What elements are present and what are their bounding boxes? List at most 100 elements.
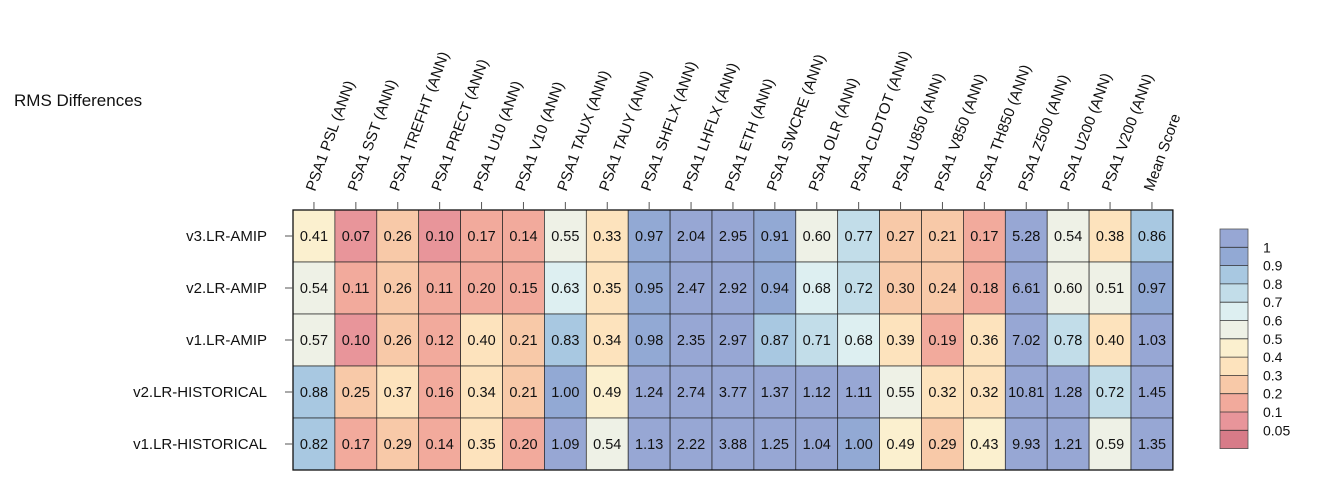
heatmap-cell [418, 261, 461, 315]
cell-value-label: 0.17 [467, 229, 495, 245]
cell-value-label: 0.39 [886, 333, 914, 349]
heatmap-cell [1046, 261, 1090, 315]
cell-value-label: 5.28 [1012, 229, 1040, 245]
heatmap-cell [1130, 365, 1174, 419]
heatmap-cell [669, 261, 713, 315]
cell-value-label: 1.13 [635, 437, 663, 453]
cell-value-label: 0.17 [342, 437, 370, 453]
heatmap-cell [544, 417, 587, 471]
heatmap-cell [460, 365, 503, 419]
heatmap-cell [376, 417, 420, 471]
heatmap-cell [753, 417, 797, 471]
cell-value-label: 0.54 [593, 437, 621, 453]
heatmap-cell [418, 417, 461, 471]
heatmap-cell [879, 417, 922, 471]
cell-value-label: 1.12 [803, 385, 831, 401]
legend-label: 0.6 [1263, 313, 1283, 329]
cell-value-label: 1.09 [551, 437, 579, 453]
row-label: v2.LR-AMIP [186, 280, 267, 297]
cell-value-label: 0.35 [467, 437, 495, 453]
cell-value-label: 0.40 [1096, 333, 1124, 349]
heatmap-cell [921, 417, 964, 471]
cell-value-label: 0.14 [509, 229, 537, 245]
heatmap-cell [627, 365, 671, 419]
cell-value-label: 2.95 [719, 229, 747, 245]
heatmap-cell [376, 365, 420, 419]
heatmap-cell [334, 209, 378, 263]
cell-value-label: 0.36 [970, 333, 998, 349]
cell-value-label: 0.72 [1096, 385, 1124, 401]
cell-value-label: 1.04 [803, 437, 831, 453]
heatmap-cell [1046, 209, 1090, 263]
cell-value-label: 0.83 [551, 333, 579, 349]
cell-value-label: 0.38 [1096, 229, 1124, 245]
cell-value-label: 0.82 [300, 437, 328, 453]
cell-value-label: 1.37 [761, 385, 789, 401]
heatmap-cell [879, 261, 922, 315]
heatmap-cell [585, 417, 629, 471]
legend-label: 0.9 [1263, 258, 1283, 274]
cell-value-label: 0.34 [593, 333, 621, 349]
cell-value-label: 0.30 [886, 281, 914, 297]
cell-value-label: 2.35 [677, 333, 705, 349]
heatmap-cell [1088, 417, 1132, 471]
heatmap-cell [1130, 417, 1174, 471]
heatmap-cell [292, 417, 336, 471]
legend-label: 0.5 [1263, 331, 1283, 347]
cell-value-label: 0.17 [970, 229, 998, 245]
heatmap-cell [627, 313, 671, 367]
cell-value-label: 1.35 [1138, 437, 1166, 453]
legend-swatch [1220, 338, 1248, 358]
heatmap-cell [837, 417, 880, 471]
legend-swatch [1220, 412, 1248, 431]
cell-value-label: 0.10 [342, 333, 370, 349]
cell-value-label: 1.45 [1138, 385, 1166, 401]
heatmap-cell [669, 417, 713, 471]
cell-value-label: 0.10 [426, 229, 454, 245]
heatmap-cell [544, 261, 587, 315]
cell-value-label: 0.43 [970, 437, 998, 453]
cell-value-label: 0.33 [593, 229, 621, 245]
heatmap-cell [544, 365, 587, 419]
cell-value-label: 0.11 [342, 281, 369, 297]
heatmap-cell [544, 313, 587, 367]
cell-value-label: 0.63 [551, 281, 579, 297]
column-label: Mean Score [1141, 112, 1185, 194]
cell-value-label: 0.40 [467, 333, 495, 349]
cell-value-label: 0.29 [928, 437, 956, 453]
cell-value-label: 0.20 [509, 437, 537, 453]
cell-value-label: 0.68 [845, 333, 873, 349]
cell-value-label: 3.88 [719, 437, 747, 453]
cell-value-label: 0.98 [635, 333, 663, 349]
heatmap-cell [334, 261, 378, 315]
cell-value-label: 0.26 [384, 229, 412, 245]
cell-value-label: 0.34 [467, 385, 495, 401]
legend-label: 0.3 [1263, 367, 1283, 383]
legend-swatch [1220, 320, 1248, 339]
cell-value-label: 0.07 [342, 229, 370, 245]
heatmap-cell [1088, 209, 1132, 263]
cell-value-label: 0.55 [886, 385, 914, 401]
heatmap-cell [585, 209, 629, 263]
cell-value-label: 0.97 [1138, 281, 1166, 297]
cell-value-label: 0.55 [551, 229, 579, 245]
heatmap-cell [292, 313, 336, 367]
cell-value-label: 0.60 [1054, 281, 1082, 297]
cell-value-label: 0.11 [426, 281, 453, 297]
cell-value-label: 0.88 [300, 385, 328, 401]
cell-value-label: 0.16 [426, 385, 454, 401]
cell-value-label: 0.59 [1096, 437, 1124, 453]
cell-value-label: 0.41 [300, 229, 328, 245]
cell-value-label: 0.57 [300, 333, 328, 349]
cell-value-label: 0.60 [803, 229, 831, 245]
cell-value-label: 0.29 [384, 437, 412, 453]
cell-value-label: 0.49 [593, 385, 621, 401]
heatmap-cell [585, 261, 629, 315]
cell-value-label: 1.00 [845, 437, 873, 453]
heatmap-cell [502, 261, 545, 315]
cell-value-label: 1.28 [1054, 385, 1082, 401]
cell-value-label: 0.49 [886, 437, 914, 453]
cell-value-label: 0.21 [928, 229, 956, 245]
row-label: v2.LR-HISTORICAL [133, 384, 267, 401]
